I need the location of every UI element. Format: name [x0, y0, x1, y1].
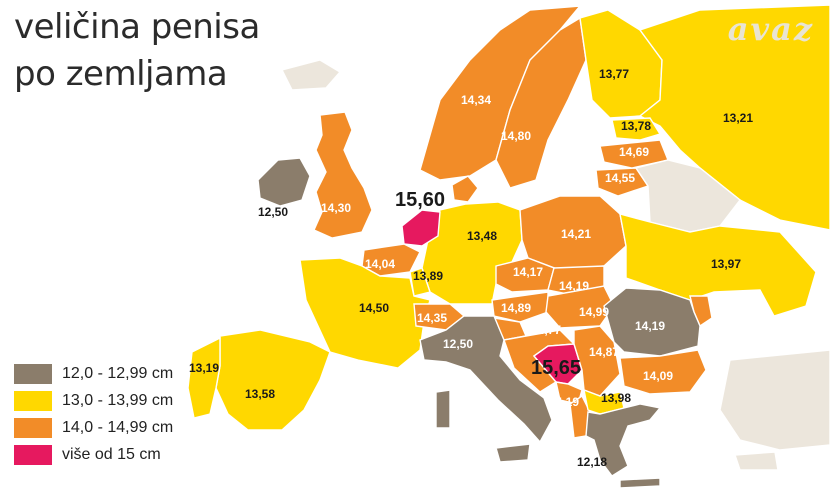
legend-label: više od 15 cm [62, 445, 161, 463]
uk-region [313, 111, 373, 239]
legend-item: 14,0 - 14,99 cm [14, 417, 173, 438]
value-label-belgium: 14,04 [365, 257, 395, 271]
watermark-logo: avaz [727, 10, 814, 48]
value-label-slovakia: 14,19 [559, 279, 589, 293]
value-label-bosnia: 15,65 [531, 357, 581, 379]
value-label-latvia: 14,69 [619, 145, 649, 159]
legend-swatch [14, 390, 52, 411]
ukraine-region [619, 213, 817, 317]
denmark-region [451, 175, 479, 203]
greece-region [585, 403, 662, 477]
romania-region [603, 287, 701, 357]
legend-label: 12,0 - 12,99 cm [62, 364, 174, 382]
legend-item: 13,0 - 13,99 cm [14, 390, 173, 411]
value-label-greece: 12,18 [577, 455, 607, 469]
italy-region [419, 315, 553, 444]
portugal-region [187, 336, 221, 419]
value-label-luxembourg: 13,89 [413, 269, 443, 283]
legend: 12,0 - 12,99 cm 13,0 - 13,99 cm 14,0 - 1… [14, 363, 173, 471]
value-label-uk: 14,30 [321, 201, 351, 215]
poland-region [519, 195, 627, 271]
value-label-germany: 13,48 [467, 229, 497, 243]
ireland-region [257, 157, 311, 207]
value-label-czechia: 14,17 [513, 265, 543, 279]
value-label-switzerland: 14,35 [417, 311, 447, 325]
map-title: veličina penisa [14, 7, 260, 47]
value-label-netherlands: 15,60 [395, 189, 445, 211]
bulgaria-region [619, 349, 707, 395]
value-label-norway: 14,34 [461, 93, 491, 107]
legend-swatch [14, 444, 52, 465]
value-label-bulgaria: 14,09 [643, 369, 673, 383]
value-label-macedonia: 13,98 [601, 391, 631, 405]
cyprus-region [734, 451, 779, 471]
value-label-hungary: 14,99 [579, 305, 609, 319]
value-label-serbia: 14,87 [589, 345, 619, 359]
lithuania-region [595, 167, 650, 197]
estonia-region [611, 117, 662, 141]
value-label-sweden: 14,80 [501, 129, 531, 143]
legend-swatch [14, 417, 52, 438]
value-label-montenegro: 14,19 [549, 395, 579, 409]
value-label-portugal: 13,19 [189, 361, 219, 375]
turkey-region [719, 349, 830, 451]
sicily-region [495, 443, 531, 463]
value-label-ireland: 12,50 [258, 205, 288, 219]
legend-item: više od 15 cm [14, 444, 173, 465]
value-label-romania: 14,19 [635, 319, 665, 333]
sardinia-region [435, 389, 451, 429]
value-label-france: 14,50 [359, 301, 389, 315]
value-label-finland: 13,77 [599, 67, 629, 81]
austria-region [491, 291, 549, 323]
value-label-spain: 13,58 [245, 387, 275, 401]
legend-label: 13,0 - 13,99 cm [62, 391, 174, 409]
value-label-austria: 14,89 [501, 301, 531, 315]
value-label-ukraine: 13,97 [711, 257, 741, 271]
crete-region [619, 477, 661, 489]
legend-swatch [14, 363, 52, 384]
value-label-lithuania: 14,55 [605, 171, 635, 185]
value-label-italy: 12,50 [443, 337, 473, 351]
legend-label: 14,0 - 14,99 cm [62, 418, 174, 436]
iceland-region [280, 59, 342, 91]
value-label-russia: 13,21 [723, 111, 753, 125]
value-label-estonia: 13,78 [621, 119, 651, 133]
value-label-poland: 14,21 [561, 227, 591, 241]
value-label-croatia: 14,77 [531, 323, 561, 337]
legend-item: 12,0 - 12,99 cm [14, 363, 173, 384]
map-subtitle: po zemljama [14, 54, 228, 94]
